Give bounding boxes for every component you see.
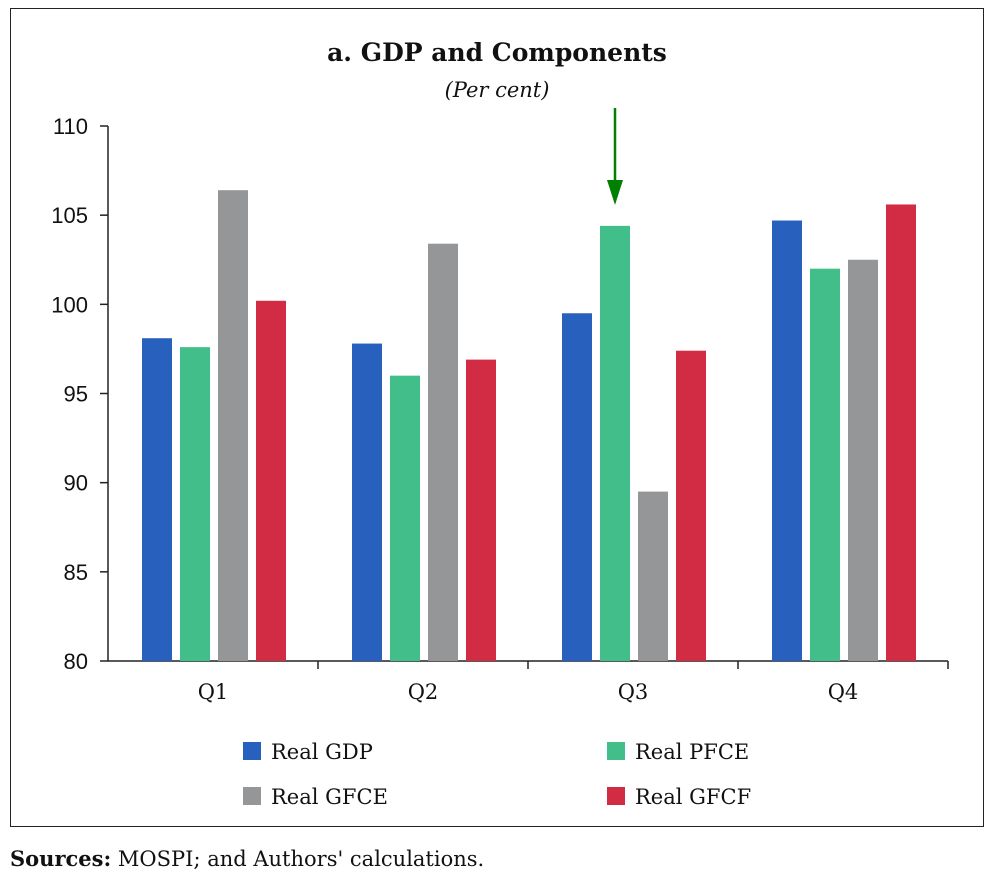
bar-real-pfce-q1 bbox=[180, 347, 210, 661]
bar-real-gfcf-q2 bbox=[466, 359, 496, 661]
bar-real-pfce-q2 bbox=[390, 375, 420, 661]
legend-label: Real GFCF bbox=[635, 785, 751, 809]
chart-subtitle: (Per cent) bbox=[445, 78, 550, 102]
bar-real-gfcf-q4 bbox=[886, 204, 916, 661]
bar-real-pfce-q4 bbox=[810, 268, 840, 661]
bar-real-gfce-q1 bbox=[218, 190, 248, 661]
bar-real-gdp-q1 bbox=[142, 338, 172, 661]
y-tick-label: 80 bbox=[64, 649, 88, 674]
bar-real-gfce-q4 bbox=[848, 259, 878, 661]
legend-label: Real PFCE bbox=[635, 740, 749, 764]
x-tick-label: Q3 bbox=[618, 680, 649, 704]
x-tick-label: Q2 bbox=[408, 680, 439, 704]
y-tick-label: 110 bbox=[53, 114, 88, 139]
legend-swatch bbox=[607, 787, 625, 805]
bar-real-gdp-q4 bbox=[772, 220, 802, 661]
bar-real-pfce-q3 bbox=[600, 225, 630, 661]
x-tick-label: Q4 bbox=[828, 680, 859, 704]
legend-swatch bbox=[243, 742, 261, 760]
sources-label: Sources: bbox=[10, 846, 112, 871]
y-tick-label: 95 bbox=[64, 382, 88, 407]
bar-real-gfcf-q3 bbox=[676, 350, 706, 661]
bar-real-gfce-q3 bbox=[638, 491, 668, 661]
y-tick-label: 105 bbox=[51, 203, 88, 228]
bar-real-gdp-q2 bbox=[352, 343, 382, 661]
legend-swatch bbox=[607, 742, 625, 760]
chart-frame bbox=[10, 8, 984, 827]
legend-label: Real GDP bbox=[271, 740, 373, 764]
legend-label: Real GFCE bbox=[271, 785, 388, 809]
annotation-arrow-head bbox=[607, 180, 623, 205]
x-tick-label: Q1 bbox=[198, 680, 229, 704]
y-tick-label: 90 bbox=[64, 471, 88, 496]
y-tick-label: 85 bbox=[64, 560, 88, 585]
y-tick-label: 100 bbox=[51, 292, 88, 317]
bar-real-gdp-q3 bbox=[562, 313, 592, 661]
bar-real-gfcf-q1 bbox=[256, 300, 286, 661]
chart-title: a. GDP and Components bbox=[327, 38, 667, 67]
bar-real-gfce-q2 bbox=[428, 243, 458, 661]
sources-text: MOSPI; and Authors' calculations. bbox=[111, 847, 485, 871]
legend-swatch bbox=[243, 787, 261, 805]
sources-note: Sources: MOSPI; and Authors' calculation… bbox=[10, 846, 484, 871]
